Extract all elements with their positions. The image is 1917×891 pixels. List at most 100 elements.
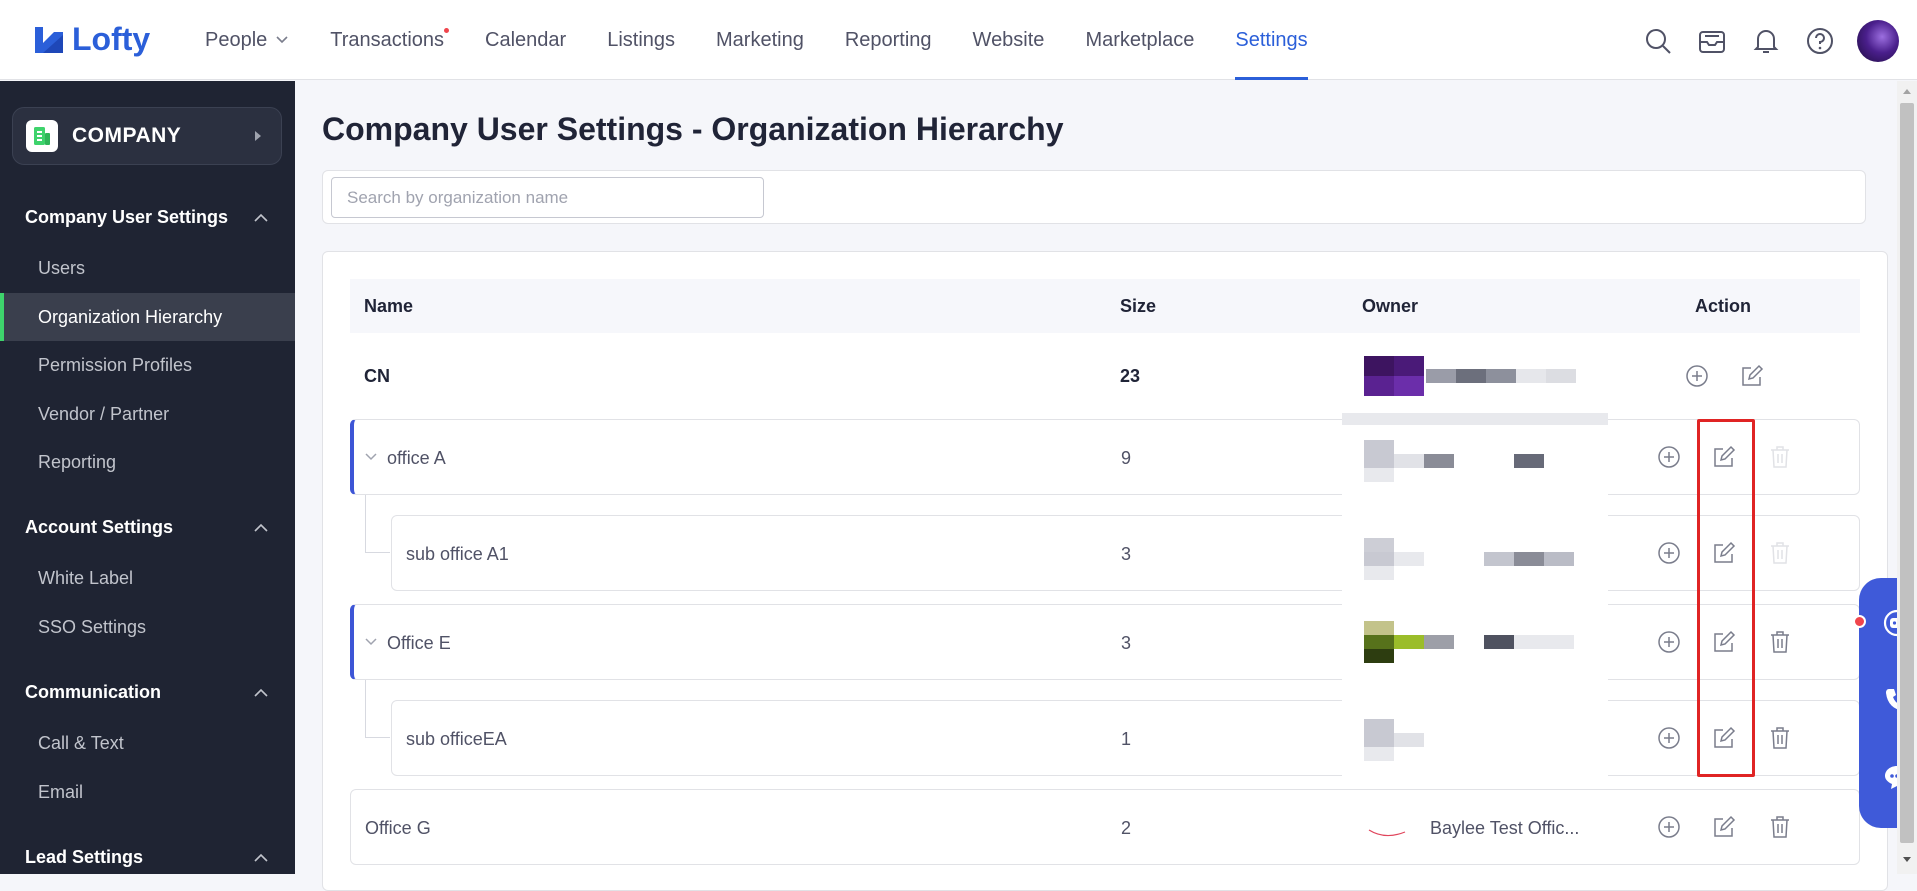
row-size: 2 [1121,818,1132,838]
column-header-name: Name [364,296,414,316]
delete-icon[interactable] [1767,814,1793,840]
row-name: office A [387,448,446,468]
sidebar-item-call-text[interactable]: Call & Text [38,732,124,753]
sidebar-item-reporting[interactable]: Reporting [38,451,117,472]
edit-icon[interactable] [1711,444,1737,470]
chevron-up-icon[interactable] [253,853,269,863]
company-switcher[interactable]: COMPANY [12,107,282,165]
owner-avatar [1368,829,1406,837]
owner-avatar-pixelated [1364,356,1576,396]
sidebar-item-permission-profiles[interactable]: Permission Profiles [38,354,193,375]
table-row[interactable]: office A 9 [350,419,1860,495]
nav-calendar[interactable]: Calendar [485,0,566,80]
edit-icon[interactable] [1739,363,1765,389]
nav-website[interactable]: Website [973,0,1045,80]
nav-reporting[interactable]: Reporting [845,0,932,80]
delete-icon-disabled [1767,540,1793,566]
company-label: COMPANY [72,124,182,147]
nav-marketplace[interactable]: Marketplace [1085,0,1194,80]
table-row[interactable]: sub office A1 3 [391,515,1860,591]
sidebar-item-white-label[interactable]: White Label [38,567,134,588]
edit-icon[interactable] [1711,725,1737,751]
nav-people[interactable]: People [205,0,289,80]
table-row[interactable]: Office G 2 Baylee Test Offic... [350,789,1860,865]
company-icon [26,120,58,152]
top-icons [1641,20,1899,62]
lofty-logo-icon [35,26,63,53]
sidebar-item-organization-hierarchy[interactable]: Organization Hierarchy [0,293,295,341]
section-lead-settings[interactable]: Lead Settings [25,847,144,867]
sidebar-item-vendor-partner[interactable]: Vendor / Partner [38,403,170,424]
chevron-up-icon[interactable] [253,523,269,533]
row-name: CN [364,366,390,386]
edit-icon[interactable] [1711,814,1737,840]
nav-listings[interactable]: Listings [607,0,675,80]
chevron-up-icon[interactable] [253,688,269,698]
section-communication[interactable]: Communication [25,682,162,702]
help-icon[interactable] [1803,24,1837,58]
chevron-down-icon[interactable] [364,452,378,462]
tree-connector [365,495,390,553]
row-size: 1 [1121,729,1132,749]
notification-dot [1853,615,1866,628]
delete-icon[interactable] [1767,725,1793,751]
add-icon[interactable] [1684,363,1710,389]
sidebar-item-sso-settings[interactable]: SSO Settings [38,616,147,637]
sidebar-item-email[interactable]: Email [38,781,84,802]
nav-website-label: Website [972,28,1045,51]
nav-people-label: People [205,28,268,51]
scroll-down-arrow-icon[interactable] [1902,856,1912,864]
chevron-up-icon[interactable] [253,213,269,223]
nav-transactions[interactable]: Transactions [330,0,450,80]
table-row[interactable]: CN 23 [350,338,1860,414]
add-icon[interactable] [1656,814,1682,840]
avatar[interactable] [1857,20,1899,62]
row-size: 3 [1121,633,1132,653]
column-header-size: Size [1120,296,1157,316]
nav-settings-label: Settings [1235,28,1308,51]
chevron-down-icon [276,36,288,44]
row-size: 9 [1121,448,1132,468]
nav-marketing[interactable]: Marketing [716,0,804,80]
chevron-down-icon[interactable] [364,637,378,647]
section-account-settings[interactable]: Account Settings [25,517,174,537]
delete-icon-disabled [1767,444,1793,470]
column-header-owner: Owner [1362,296,1419,316]
nav-calendar-label: Calendar [485,28,567,51]
table-row[interactable]: Office E 3 [350,604,1860,680]
add-icon[interactable] [1656,725,1682,751]
owner-name: Baylee Test Offic... [1430,818,1580,838]
caret-right-icon [255,131,261,141]
row-name: sub officeEA [406,729,507,749]
nav-listings-label: Listings [607,28,676,51]
bell-icon[interactable] [1749,24,1783,58]
add-icon[interactable] [1656,540,1682,566]
delete-icon[interactable] [1767,629,1793,655]
tree-connector [365,680,390,738]
search-input[interactable] [331,177,764,218]
nav-marketplace-label: Marketplace [1085,28,1195,51]
scroll-up-arrow-icon[interactable] [1902,87,1912,95]
owner-redacted-overlay [1342,413,1608,788]
nav-reporting-label: Reporting [844,28,932,51]
sidebar-item-users[interactable]: Users [38,257,86,278]
inbox-icon[interactable] [1695,24,1729,58]
section-company-user-settings[interactable]: Company User Settings [25,207,229,227]
nav-settings[interactable]: Settings [1235,0,1308,80]
table-row[interactable]: sub officeEA 1 [391,700,1860,776]
search-icon[interactable] [1641,24,1675,58]
row-name: Office G [365,818,431,838]
add-icon[interactable] [1656,444,1682,470]
main-nav: People Transactions Calendar Listings Ma… [205,0,1349,80]
add-icon[interactable] [1656,629,1682,655]
edit-column-highlight [1697,419,1755,777]
scroll-thumb[interactable] [1900,103,1914,843]
top-navigation-bar: Lofty People Transactions Calendar Listi… [0,0,1917,80]
edit-icon[interactable] [1711,629,1737,655]
settings-sidebar: COMPANY Company User Settings Users Orga… [0,81,295,874]
edit-icon[interactable] [1711,540,1737,566]
page-title: Company User Settings - Organization Hie… [322,111,1064,147]
lofty-logo[interactable]: Lofty [32,21,150,58]
page-scrollbar[interactable] [1897,81,1917,874]
nav-marketing-label: Marketing [716,28,804,51]
